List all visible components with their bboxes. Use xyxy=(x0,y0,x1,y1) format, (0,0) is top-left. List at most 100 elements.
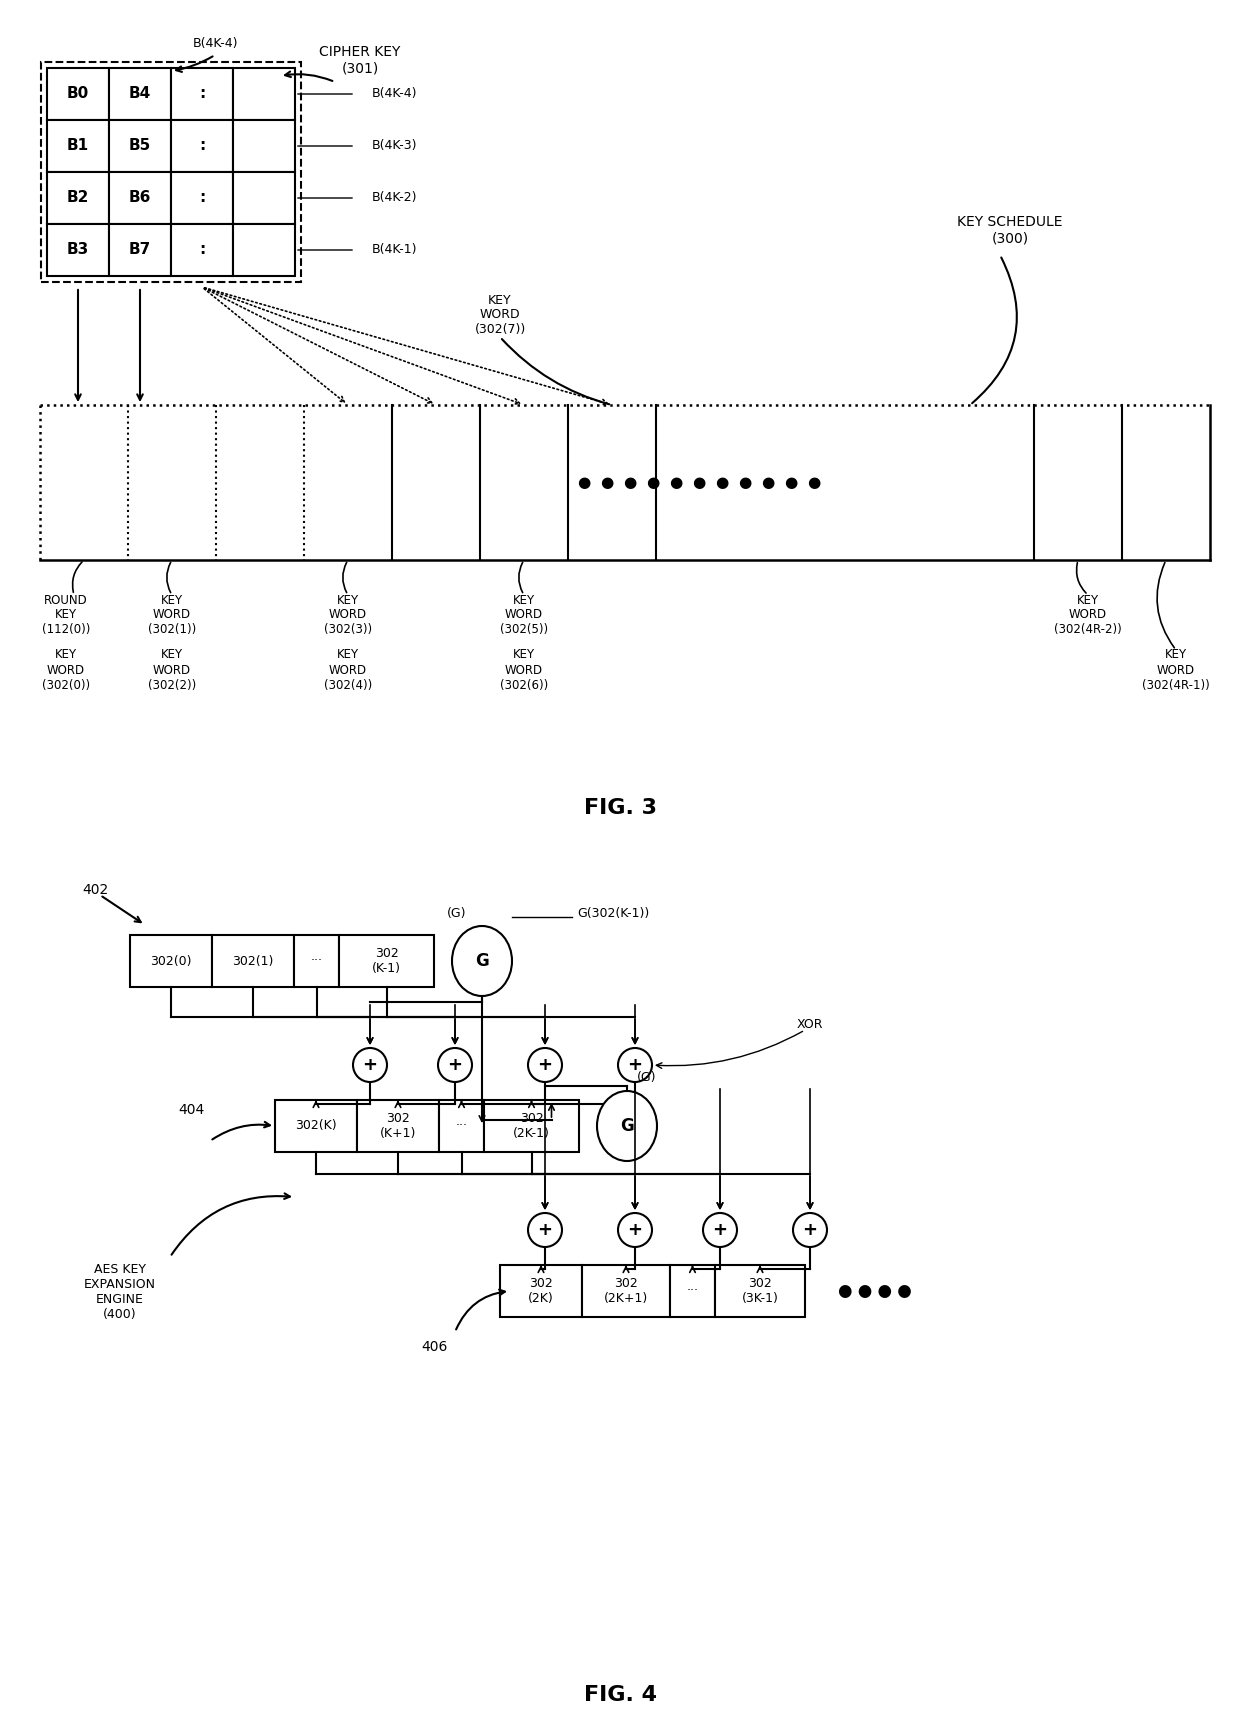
Text: ···: ··· xyxy=(687,1284,698,1298)
Circle shape xyxy=(353,1047,387,1082)
Text: +: + xyxy=(802,1222,817,1239)
Text: 406: 406 xyxy=(422,1339,448,1355)
Text: 404: 404 xyxy=(179,1102,205,1116)
Circle shape xyxy=(528,1213,562,1248)
Bar xyxy=(47,173,109,225)
Text: B(4K-1): B(4K-1) xyxy=(372,244,418,256)
Text: KEY
WORD
(302(4R-1)): KEY WORD (302(4R-1)) xyxy=(1142,648,1210,691)
Text: :: : xyxy=(198,242,205,257)
Text: B5: B5 xyxy=(129,138,151,154)
Text: B3: B3 xyxy=(67,242,89,257)
Text: :: : xyxy=(198,138,205,154)
Circle shape xyxy=(528,1047,562,1082)
Text: B1: B1 xyxy=(67,138,89,154)
Bar xyxy=(339,935,434,987)
Text: G: G xyxy=(620,1116,634,1135)
Text: +: + xyxy=(448,1056,463,1075)
Bar xyxy=(109,225,171,276)
Text: (G): (G) xyxy=(637,1071,657,1085)
Bar xyxy=(171,225,233,276)
Text: G(302(K-1)): G(302(K-1)) xyxy=(577,907,650,919)
Text: 302
(3K-1): 302 (3K-1) xyxy=(742,1277,779,1305)
Text: B(4K-3): B(4K-3) xyxy=(372,140,418,152)
Bar xyxy=(47,225,109,276)
Bar xyxy=(275,1101,357,1153)
Bar xyxy=(500,1265,582,1317)
Bar xyxy=(47,67,109,119)
Text: 302
(2K-1): 302 (2K-1) xyxy=(513,1113,549,1140)
Text: +: + xyxy=(713,1222,728,1239)
Text: 302
(K+1): 302 (K+1) xyxy=(379,1113,417,1140)
Circle shape xyxy=(618,1047,652,1082)
Text: KEY
WORD
(302(4R-2)): KEY WORD (302(4R-2)) xyxy=(1054,593,1122,636)
Bar xyxy=(670,1265,715,1317)
Bar xyxy=(109,173,171,225)
Text: 302(K): 302(K) xyxy=(295,1120,337,1132)
Bar xyxy=(171,67,233,119)
Text: AES KEY
EXPANSION
ENGINE
(400): AES KEY EXPANSION ENGINE (400) xyxy=(84,1263,156,1320)
Bar xyxy=(294,935,339,987)
Text: KEY
WORD
(302(2)): KEY WORD (302(2)) xyxy=(148,648,196,691)
Text: KEY SCHEDULE
(300): KEY SCHEDULE (300) xyxy=(957,214,1063,245)
Text: 302(1): 302(1) xyxy=(232,954,274,968)
Text: ···: ··· xyxy=(310,954,322,968)
Text: ●  ●  ●  ●  ●  ●  ●  ●  ●  ●  ●: ● ● ● ● ● ● ● ● ● ● ● xyxy=(578,475,822,491)
Circle shape xyxy=(794,1213,827,1248)
Bar xyxy=(212,935,294,987)
Bar xyxy=(715,1265,805,1317)
Text: B0: B0 xyxy=(67,86,89,102)
Bar xyxy=(109,67,171,119)
Ellipse shape xyxy=(596,1090,657,1161)
Text: 302(0): 302(0) xyxy=(150,954,192,968)
Text: ROUND
KEY
(112(0)): ROUND KEY (112(0)) xyxy=(42,593,91,636)
Text: +: + xyxy=(537,1222,553,1239)
Text: B(4K-4): B(4K-4) xyxy=(192,36,238,50)
Text: KEY
WORD
(302(7)): KEY WORD (302(7)) xyxy=(475,294,526,337)
Bar xyxy=(233,67,295,119)
Text: :: : xyxy=(198,86,205,102)
Text: KEY
WORD
(302(5)): KEY WORD (302(5)) xyxy=(500,593,548,636)
Text: B7: B7 xyxy=(129,242,151,257)
Text: +: + xyxy=(627,1222,642,1239)
Bar xyxy=(171,173,233,225)
Circle shape xyxy=(703,1213,737,1248)
Bar xyxy=(130,935,212,987)
Bar xyxy=(233,119,295,173)
Text: 302
(2K+1): 302 (2K+1) xyxy=(604,1277,649,1305)
Text: XOR: XOR xyxy=(797,1018,823,1030)
Text: KEY
WORD
(302(1)): KEY WORD (302(1)) xyxy=(148,593,196,636)
Bar xyxy=(233,225,295,276)
Bar xyxy=(47,119,109,173)
Text: ···: ··· xyxy=(455,1120,467,1132)
Text: +: + xyxy=(627,1056,642,1075)
Text: CIPHER KEY
(301): CIPHER KEY (301) xyxy=(320,45,401,74)
Text: B2: B2 xyxy=(67,190,89,206)
Text: 302
(2K): 302 (2K) xyxy=(528,1277,554,1305)
Text: B6: B6 xyxy=(129,190,151,206)
Circle shape xyxy=(618,1213,652,1248)
Text: KEY
WORD
(302(4)): KEY WORD (302(4)) xyxy=(324,648,372,691)
Text: 402: 402 xyxy=(82,883,108,897)
Bar xyxy=(109,119,171,173)
Text: KEY
WORD
(302(6)): KEY WORD (302(6)) xyxy=(500,648,548,691)
Bar xyxy=(171,119,233,173)
Bar xyxy=(233,173,295,225)
Text: (G): (G) xyxy=(448,907,466,919)
Circle shape xyxy=(438,1047,472,1082)
Ellipse shape xyxy=(453,926,512,995)
Bar xyxy=(484,1101,579,1153)
Bar xyxy=(582,1265,670,1317)
Text: B(4K-4): B(4K-4) xyxy=(372,88,418,100)
Text: FIG. 3: FIG. 3 xyxy=(584,798,656,817)
Text: +: + xyxy=(537,1056,553,1075)
Text: KEY
WORD
(302(0)): KEY WORD (302(0)) xyxy=(42,648,91,691)
Bar xyxy=(439,1101,484,1153)
Text: FIG. 4: FIG. 4 xyxy=(584,1685,656,1706)
Text: G: G xyxy=(475,952,489,969)
Text: +: + xyxy=(362,1056,377,1075)
Bar xyxy=(41,62,301,282)
Text: :: : xyxy=(198,190,205,206)
Text: KEY
WORD
(302(3)): KEY WORD (302(3)) xyxy=(324,593,372,636)
Text: B4: B4 xyxy=(129,86,151,102)
Text: B(4K-2): B(4K-2) xyxy=(372,192,418,204)
